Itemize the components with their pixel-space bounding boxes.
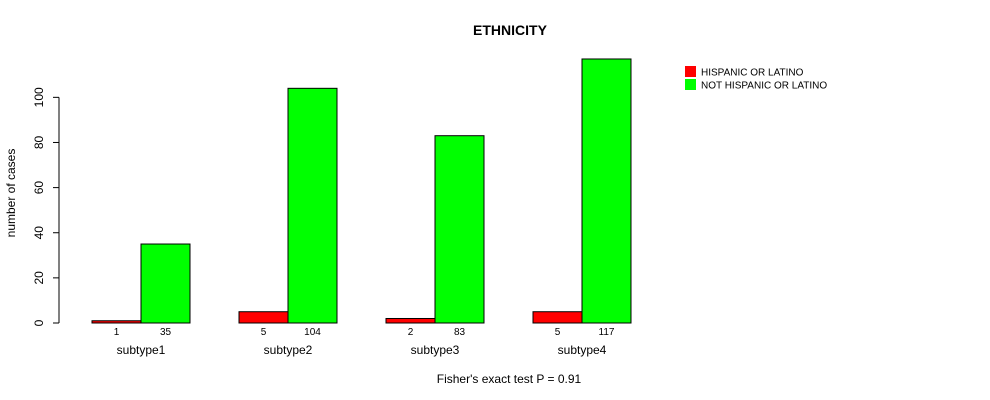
category-label: subtype4 — [558, 343, 607, 357]
legend-swatch — [685, 66, 696, 77]
y-tick-label: 20 — [32, 271, 46, 285]
bar — [238, 311, 289, 324]
bar — [140, 243, 191, 324]
y-tick-label: 80 — [32, 135, 46, 149]
fisher-test-footnote: Fisher's exact test P = 0.91 — [437, 372, 582, 386]
category-label: subtype2 — [264, 343, 313, 357]
bar — [385, 317, 436, 324]
bar-value-label: 2 — [408, 327, 414, 338]
category-label: subtype3 — [411, 343, 460, 357]
bar-value-label: 1 — [114, 327, 120, 338]
y-tick-label: 100 — [32, 87, 46, 107]
legend-label: NOT HISPANIC OR LATINO — [701, 81, 827, 92]
y-axis-label: number of cases — [4, 149, 18, 238]
bar — [287, 87, 338, 324]
bar-value-label: 104 — [304, 327, 321, 338]
y-tick-label: 0 — [32, 319, 46, 326]
bar-value-label: 35 — [160, 327, 172, 338]
y-tick-label: 40 — [32, 226, 46, 240]
category-label: subtype1 — [117, 343, 166, 357]
bar — [581, 58, 632, 324]
y-tick-label: 60 — [32, 181, 46, 195]
legend-swatch — [685, 79, 696, 90]
bar — [434, 135, 485, 324]
bar-value-label: 5 — [555, 327, 561, 338]
bar — [532, 311, 583, 324]
chart-title: ETHNICITY — [473, 22, 548, 38]
bar-value-label: 117 — [599, 327, 615, 338]
bar — [91, 320, 142, 324]
y-axis: 0 20 40 60 80 100 — [32, 87, 60, 326]
legend-label: HISPANIC OR LATINO — [701, 68, 804, 79]
legend: HISPANIC OR LATINO NOT HISPANIC OR LATINO — [685, 66, 827, 92]
bars: 1 35 subtype1 5 104 subtype2 2 83 subtype3 5 117 su… — [91, 58, 632, 357]
bar-value-label: 5 — [261, 327, 267, 338]
bar-value-label: 83 — [454, 327, 466, 338]
